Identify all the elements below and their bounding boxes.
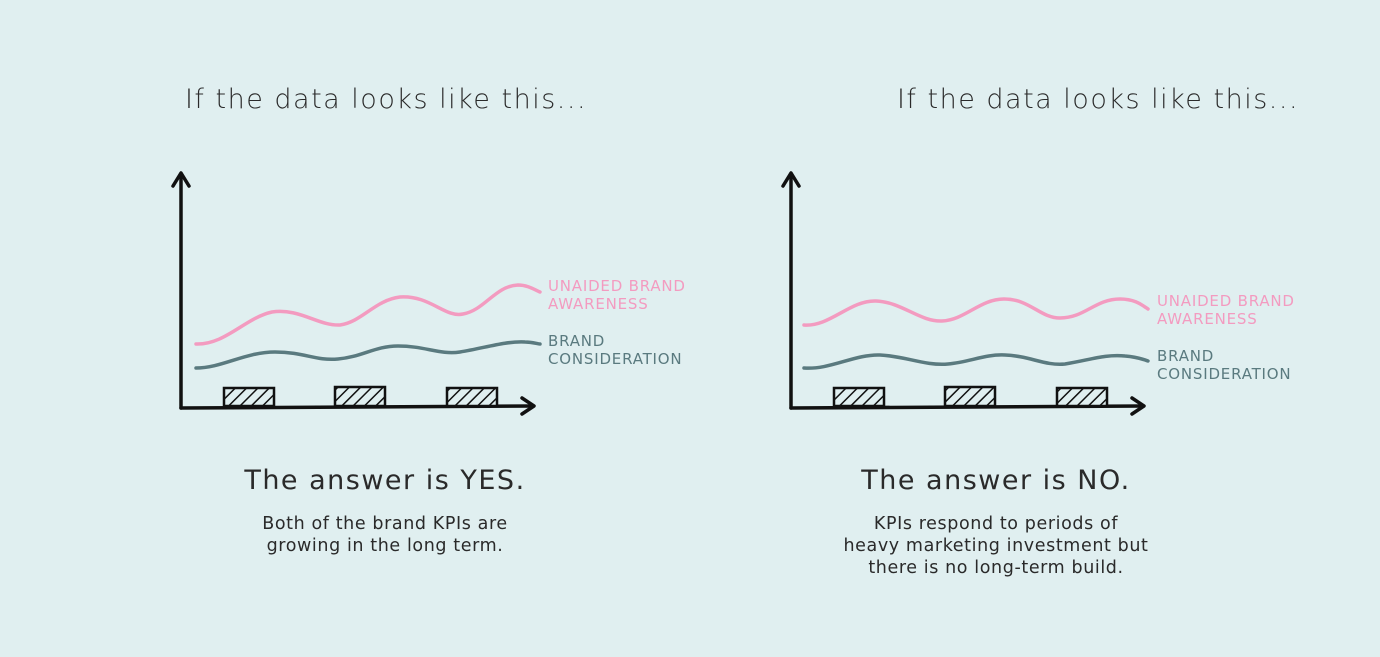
chart-no: UNAIDED BRAND AWARENESS BRAND CONSIDERAT… <box>781 171 1300 416</box>
consideration-line <box>802 353 1150 370</box>
consideration-label: BRAND CONSIDERATION <box>1157 347 1291 383</box>
awareness-label-line-2: AWARENESS <box>548 295 649 313</box>
awareness-label: UNAIDED BRAND AWARENESS <box>548 277 690 313</box>
awareness-label: UNAIDED BRAND AWARENESS <box>1157 292 1300 328</box>
chart-yes: UNAIDED BRAND AWARENESS BRAND CONSIDERAT… <box>171 171 690 416</box>
consideration-label: BRAND CONSIDERATION <box>548 332 682 368</box>
answer-text: The answer is NO. <box>861 465 1131 496</box>
awareness-line <box>194 283 542 346</box>
consideration-label-line-2: CONSIDERATION <box>548 350 682 368</box>
investment-period-3 <box>445 386 499 408</box>
investment-period-1 <box>832 386 886 408</box>
investment-period-2 <box>333 385 387 408</box>
consideration-label-line-1: BRAND <box>1157 347 1214 365</box>
awareness-label-line-2: AWARENESS <box>1157 310 1258 328</box>
investment-period-2 <box>943 385 997 408</box>
answer-description: Both of the brand KPIs are growing in th… <box>262 514 508 556</box>
panel-heading: If the data looks like this... <box>184 84 588 115</box>
awareness-label-line-1: UNAIDED BRAND <box>1157 292 1295 310</box>
x-axis-arrowhead <box>520 396 536 416</box>
answer-description: KPIs respond to periods of heavy marketi… <box>843 514 1149 578</box>
panel-heading: If the data looks like this... <box>896 84 1300 115</box>
y-axis-arrowhead <box>781 171 801 188</box>
awareness-label-line-1: UNAIDED BRAND <box>548 277 686 295</box>
answer-text: The answer is YES. <box>244 465 526 496</box>
x-axis-arrowhead <box>1130 396 1146 416</box>
panel-no: If the data looks like this... UNAIDED B… <box>690 0 1380 657</box>
consideration-line <box>194 340 542 370</box>
awareness-line <box>802 297 1150 327</box>
investment-period-1 <box>222 386 276 408</box>
y-axis-arrowhead <box>171 171 191 188</box>
consideration-label-line-2: CONSIDERATION <box>1157 365 1291 383</box>
investment-period-3 <box>1055 386 1109 408</box>
panel-yes: If the data looks like this... UNAIDED B… <box>171 84 690 556</box>
consideration-label-line-1: BRAND <box>548 332 605 350</box>
